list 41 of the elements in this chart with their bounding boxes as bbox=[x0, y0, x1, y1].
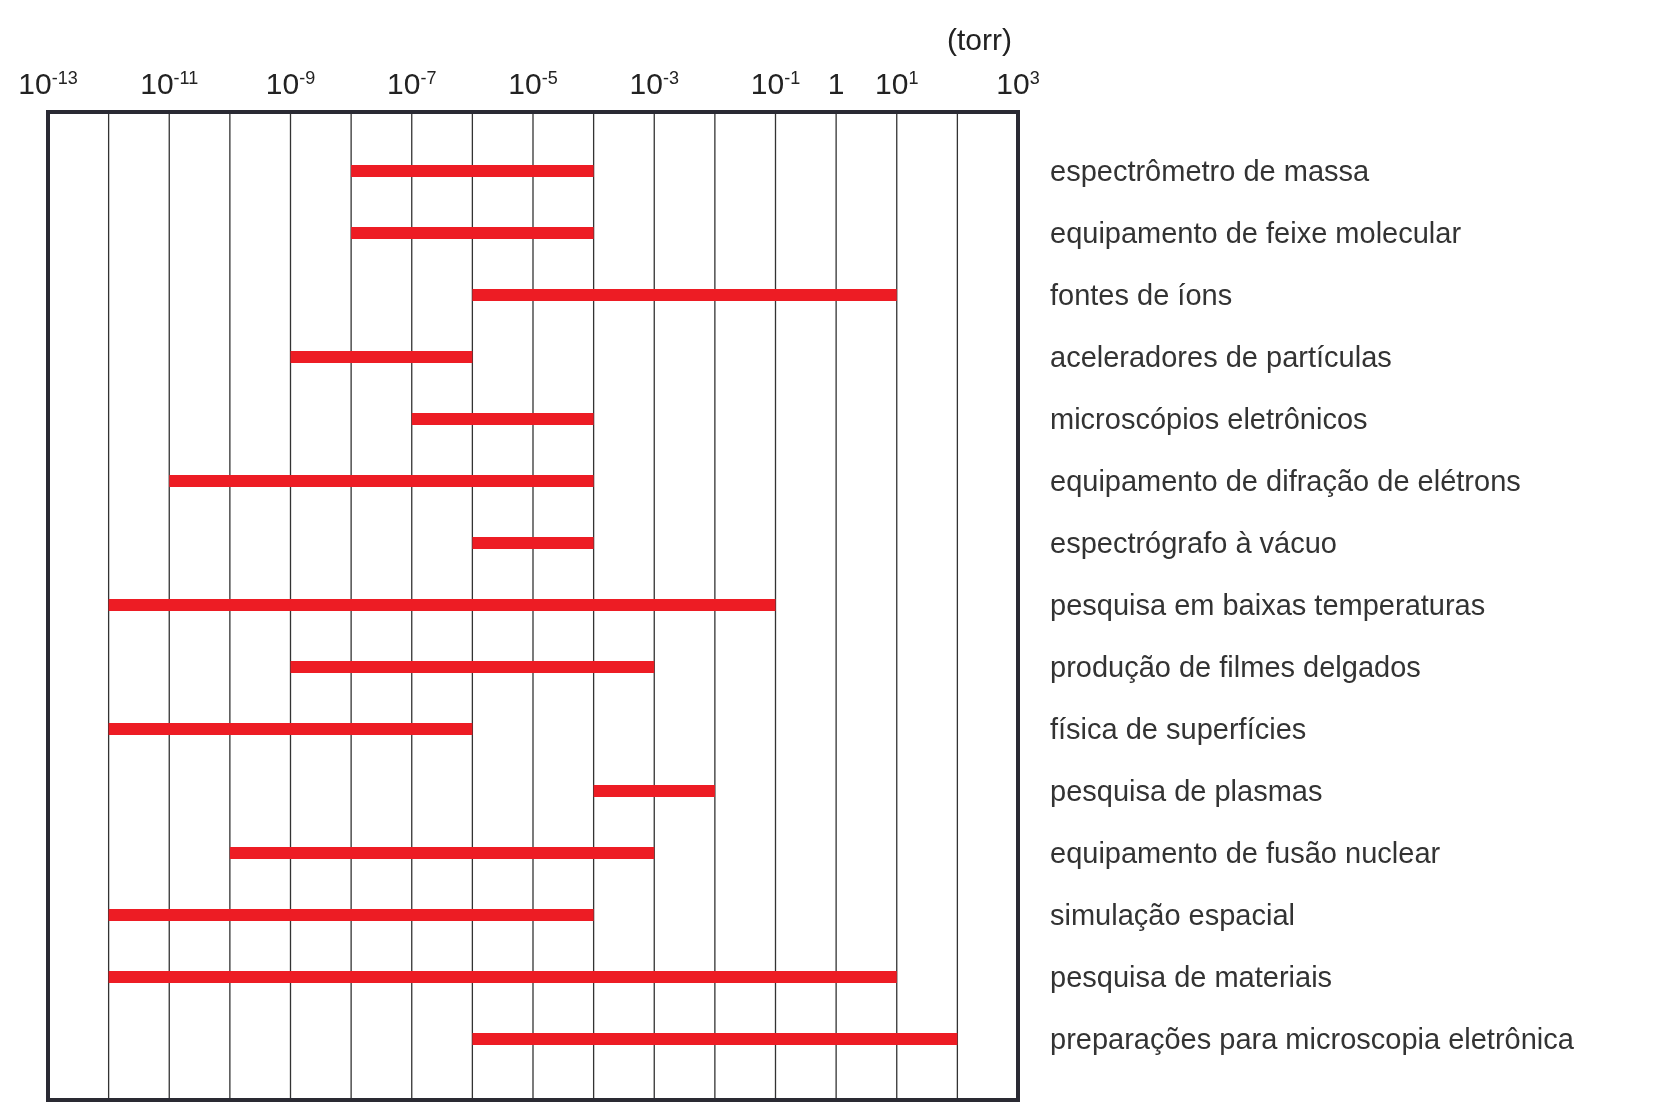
x-tick-label: 10$^{-7}$ bbox=[387, 67, 437, 100]
bar bbox=[169, 475, 594, 487]
y-tick-label: pesquisa de plasmas bbox=[1050, 775, 1323, 807]
x-tick-label: 1 bbox=[827, 67, 845, 100]
y-tick-label: aceleradores de partículas bbox=[1050, 341, 1392, 373]
x-axis-title: (torr) bbox=[947, 23, 1012, 56]
y-tick-label: preparações para microscopia eletrônica bbox=[1050, 1023, 1575, 1055]
bar bbox=[593, 785, 715, 797]
bar bbox=[108, 599, 776, 611]
x-tick-label: 10$^{1}$ bbox=[875, 67, 919, 100]
bar bbox=[411, 413, 594, 425]
bar bbox=[229, 847, 655, 859]
bar bbox=[351, 227, 594, 239]
bar bbox=[290, 351, 473, 363]
bar bbox=[472, 1033, 958, 1045]
x-tick-label: 10$^{3}$ bbox=[996, 67, 1040, 100]
bar bbox=[472, 289, 897, 301]
bar bbox=[108, 723, 473, 735]
y-tick-label: equipamento de difração de elétrons bbox=[1050, 465, 1521, 497]
bar bbox=[472, 537, 594, 549]
x-tick-label: 10$^{-5}$ bbox=[508, 67, 558, 100]
y-tick-label: física de superfícies bbox=[1050, 713, 1307, 745]
y-tick-label: equipamento de feixe molecular bbox=[1050, 217, 1462, 249]
x-tick-label: 10$^{-11}$ bbox=[140, 67, 199, 100]
x-tick-label: 10$^{-9}$ bbox=[265, 67, 316, 100]
y-tick-label: pesquisa em baixas temperaturas bbox=[1050, 589, 1486, 621]
x-tick-label: 10$^{-3}$ bbox=[629, 67, 679, 100]
bar bbox=[108, 971, 897, 983]
y-tick-label: fontes de íons bbox=[1050, 279, 1233, 311]
y-tick-label: espectrômetro de massa bbox=[1050, 155, 1371, 187]
y-tick-label: espectrógrafo à vácuo bbox=[1050, 527, 1337, 559]
y-tick-label: produção de filmes delgados bbox=[1050, 651, 1421, 683]
bar bbox=[290, 661, 655, 673]
bar bbox=[351, 165, 594, 177]
bar bbox=[108, 909, 594, 921]
x-tick-label: 10$^{-13}$ bbox=[18, 67, 78, 100]
y-tick-label: simulação espacial bbox=[1050, 899, 1296, 931]
y-tick-label: microscópios eletrônicos bbox=[1050, 403, 1368, 435]
x-tick-label: 10$^{-1}$ bbox=[750, 67, 801, 100]
y-tick-label: pesquisa de materiais bbox=[1050, 961, 1333, 993]
y-tick-label: equipamento de fusão nuclear bbox=[1050, 837, 1441, 869]
